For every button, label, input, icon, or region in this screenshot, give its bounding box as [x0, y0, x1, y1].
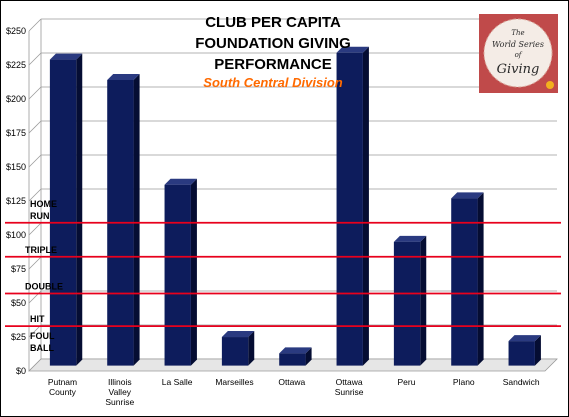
- bar-front: [508, 341, 535, 366]
- bar-top: [508, 335, 541, 342]
- reference-line-label: TRIPLE: [25, 245, 57, 255]
- bar-front: [336, 52, 363, 366]
- bar-side: [305, 347, 312, 366]
- chart-subtitle: South Central Division: [203, 75, 342, 90]
- x-category-label: Plano: [453, 377, 475, 387]
- bar-front: [279, 353, 306, 366]
- bar-top: [393, 235, 427, 242]
- gridline-side: [28, 86, 42, 100]
- bar: [393, 235, 427, 366]
- x-category-label: Valley: [109, 387, 132, 397]
- y-tick-label: $175: [6, 128, 26, 138]
- world-series-of-giving-logo: The World Series of Giving: [479, 14, 558, 93]
- bar-front: [451, 198, 478, 366]
- reference-line-label: HOME: [30, 199, 57, 209]
- reference-lines: HOME RUN TRIPLE DOUBLE HIT FOUL BALL: [5, 199, 561, 353]
- bar: [451, 192, 484, 366]
- reference-line-label: RUN: [30, 211, 50, 221]
- y-tick-label: $150: [6, 162, 26, 172]
- bar-top: [49, 53, 83, 60]
- bar-side: [534, 335, 541, 366]
- reference-line-label: FOUL: [30, 331, 55, 341]
- chart-title: CLUB PER CAPITA FOUNDATION GIVING PERFOR…: [195, 14, 351, 90]
- x-category-label: County: [49, 387, 77, 397]
- gridline-side: [28, 154, 42, 168]
- gridline-side: [28, 256, 42, 270]
- reference-line-label: DOUBLE: [25, 281, 63, 291]
- x-category-label: Sandwich: [503, 377, 540, 387]
- title-line-2: FOUNDATION GIVING: [195, 35, 351, 52]
- x-category-label: Putnam: [48, 377, 77, 387]
- logo-text-2: World Series: [492, 40, 544, 49]
- y-tick-label: $0: [16, 366, 26, 376]
- gridline-side: [28, 18, 42, 32]
- reference-line-label: HIT: [30, 314, 45, 324]
- logo-stitching: [483, 18, 553, 88]
- x-category-label: Sunrise: [105, 397, 134, 407]
- x-category-label: Marseilles: [215, 377, 253, 387]
- x-category-label: Ottawa: [278, 377, 305, 387]
- logo-text-4: Giving: [497, 62, 540, 77]
- bar-side: [190, 178, 197, 366]
- bar-top: [221, 331, 255, 338]
- reference-line-label: BALL: [30, 343, 54, 353]
- bar-side: [133, 74, 140, 366]
- gridline-side: [28, 52, 42, 66]
- x-category-label: Ottawa: [336, 377, 363, 387]
- bar-top: [107, 74, 140, 80]
- gridline-side: [28, 222, 42, 236]
- bar: [336, 46, 369, 366]
- bar-side: [420, 235, 427, 366]
- bar: [107, 74, 140, 366]
- x-category-label: Illinois: [108, 377, 132, 387]
- bar-top: [279, 347, 312, 354]
- x-category-label: Sunrise: [335, 387, 364, 397]
- title-line-3: PERFORMANCE: [214, 56, 332, 73]
- y-tick-label: $250: [6, 26, 26, 36]
- logo-text-3: of: [515, 51, 523, 59]
- title-line-1: CLUB PER CAPITA: [205, 14, 341, 31]
- y-tick-label: $125: [6, 196, 26, 206]
- bar-top: [164, 178, 197, 185]
- bar-side: [76, 53, 83, 366]
- bar: [279, 347, 312, 366]
- gridline-side: [28, 120, 42, 134]
- bar-front: [221, 337, 249, 366]
- y-axis-tick-labels: $0 $25 $50 $75 $100 $125 $150 $175 $200 $225 $250: [6, 26, 26, 376]
- bar-side: [477, 192, 484, 366]
- bar: [164, 178, 197, 366]
- logo-text-1: The: [511, 29, 524, 37]
- logo-circle: [484, 19, 552, 87]
- bar-front: [393, 241, 421, 366]
- y-tick-label: $25: [11, 332, 26, 342]
- y-tick-label: $100: [6, 230, 26, 240]
- y-tick-label: $200: [6, 94, 26, 104]
- y-tick-label: $75: [11, 264, 26, 274]
- bar: [221, 331, 255, 366]
- rotary-wheel-icon: [546, 81, 554, 89]
- x-category-label: La Salle: [162, 377, 193, 387]
- bar-front: [49, 59, 77, 366]
- bar: [508, 335, 541, 366]
- y-tick-label: $50: [11, 298, 26, 308]
- x-category-label: Peru: [397, 377, 415, 387]
- gridline-side: [28, 188, 42, 202]
- bar-side: [362, 46, 369, 366]
- y-tick-label: $225: [6, 60, 26, 70]
- bar-top: [451, 192, 484, 199]
- bar-front: [164, 184, 191, 366]
- bar-top: [336, 46, 369, 53]
- bar-side: [248, 331, 255, 366]
- bar: [49, 53, 83, 366]
- bars: [49, 46, 541, 366]
